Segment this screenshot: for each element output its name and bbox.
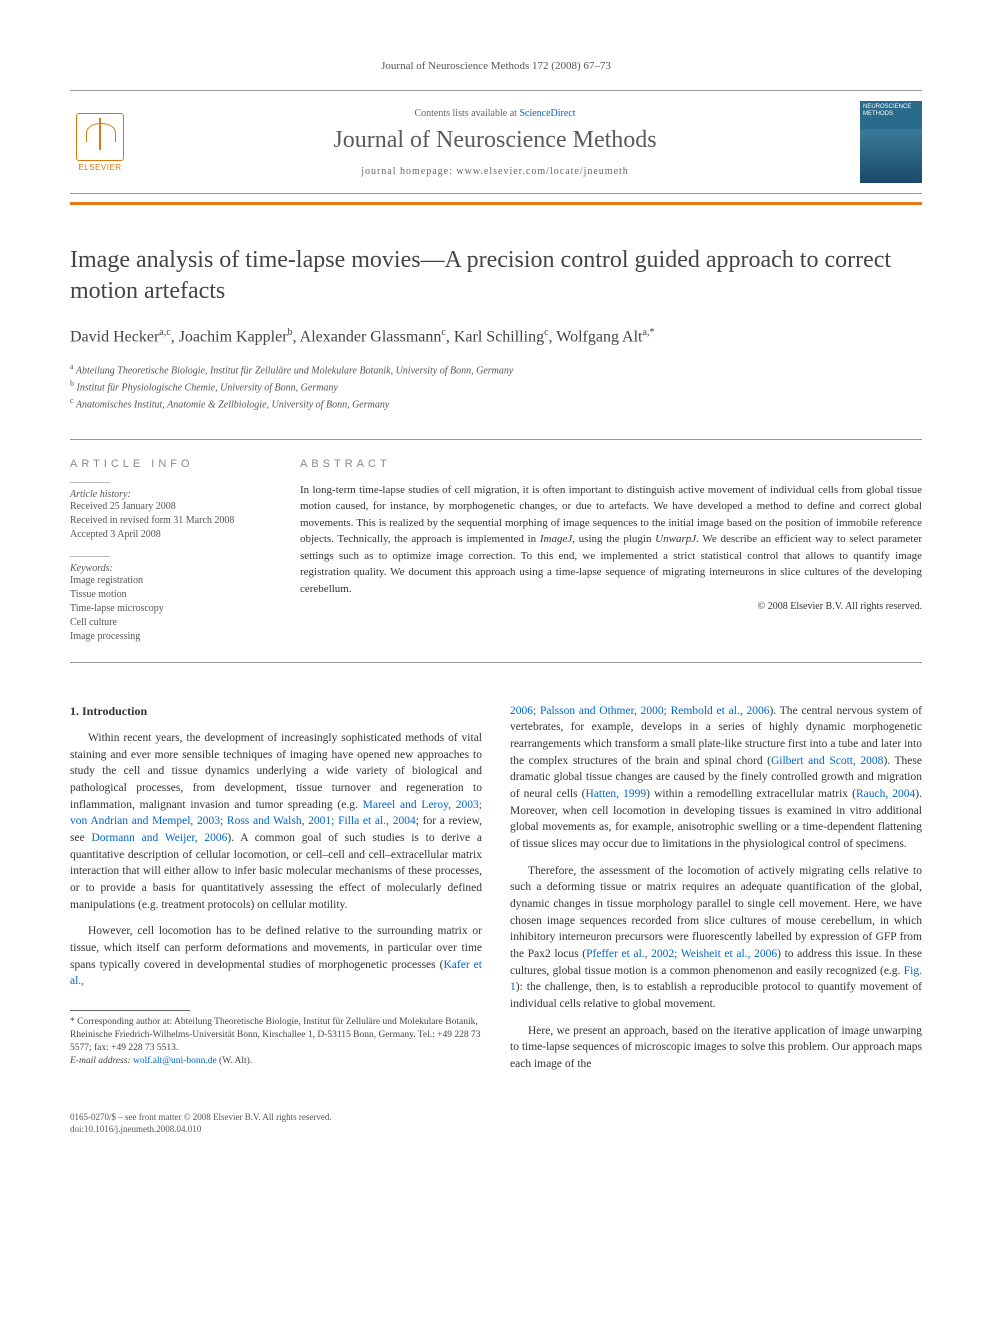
keywords-label: Keywords: — [70, 563, 270, 574]
keyword-item: Tissue motion — [70, 588, 270, 602]
citation-link[interactable]: Pfeffer et al., 2002; Weisheit et al., 2… — [586, 948, 777, 960]
citation-link[interactable]: Hatten, 1999 — [586, 788, 647, 800]
homepage-url[interactable]: www.elsevier.com/locate/jneumeth — [456, 166, 628, 177]
abstract-head: ABSTRACT — [300, 458, 922, 470]
journal-reference-line: Journal of Neuroscience Methods 172 (200… — [70, 60, 922, 72]
homepage-prefix: journal homepage: — [361, 166, 456, 177]
journal-name: Journal of Neuroscience Methods — [130, 127, 860, 154]
citation-link[interactable]: Dormann and Weijer, 2006 — [91, 832, 227, 844]
history-accepted: Accepted 3 April 2008 — [70, 528, 270, 542]
keyword-item: Cell culture — [70, 616, 270, 630]
section-heading-intro: 1. Introduction — [70, 703, 482, 720]
abstract-copyright: © 2008 Elsevier B.V. All rights reserved… — [300, 601, 922, 612]
abstract-text: In long-term time-lapse studies of cell … — [300, 482, 922, 598]
affiliation-c: c Anatomisches Institut, Anatomie & Zell… — [70, 395, 922, 412]
journal-header: ELSEVIER Contents lists available at Sci… — [70, 90, 922, 194]
info-divider — [70, 482, 110, 483]
article-info-column: ARTICLE INFO Article history: Received 2… — [70, 458, 270, 644]
elsevier-label: ELSEVIER — [78, 163, 121, 172]
history-revised: Received in revised form 31 March 2008 — [70, 514, 270, 528]
contents-available-line: Contents lists available at ScienceDirec… — [130, 108, 860, 119]
affiliation-b: b Institut für Physiologische Chemie, Un… — [70, 378, 922, 395]
abstract-column: ABSTRACT In long-term time-lapse studies… — [300, 458, 922, 644]
orange-divider — [70, 202, 922, 205]
cover-title: NEUROSCIENCE METHODS — [863, 104, 919, 117]
body-paragraph-2a: However, cell locomotion has to be defin… — [70, 923, 482, 990]
body-text: 1. Introduction Within recent years, the… — [70, 703, 922, 1083]
citation-link[interactable]: Gilbert and Scott, 2008 — [771, 755, 883, 767]
journal-homepage: journal homepage: www.elsevier.com/locat… — [130, 166, 860, 177]
elsevier-tree-icon — [76, 113, 124, 161]
history-label: Article history: — [70, 489, 270, 500]
citation-link[interactable]: Rauch, 2004 — [856, 788, 915, 800]
email-label: E-mail address: — [70, 1056, 133, 1066]
info-abstract-row: ARTICLE INFO Article history: Received 2… — [70, 439, 922, 663]
info-divider-2 — [70, 556, 110, 557]
issn-line: 0165-0270/$ – see front matter © 2008 El… — [70, 1111, 922, 1124]
history-received: Received 25 January 2008 — [70, 500, 270, 514]
body-paragraph-2b: 2006; Palsson and Othmer, 2000; Rembold … — [510, 703, 922, 853]
affiliations-block: a Abteilung Theoretische Biologie, Insti… — [70, 361, 922, 413]
history-lines: Received 25 January 2008 Received in rev… — [70, 500, 270, 542]
authors-line: David Heckera,c, Joachim Kapplerb, Alexa… — [70, 327, 922, 346]
bottom-meta: 0165-0270/$ – see front matter © 2008 El… — [70, 1111, 922, 1136]
article-info-head: ARTICLE INFO — [70, 458, 270, 470]
header-center: Contents lists available at ScienceDirec… — [130, 108, 860, 177]
corr-label: * Corresponding author at: — [70, 1017, 174, 1027]
affiliation-a: a Abteilung Theoretische Biologie, Insti… — [70, 361, 922, 378]
body-paragraph-3: Therefore, the assessment of the locomot… — [510, 863, 922, 1013]
footnote-rule — [70, 1010, 190, 1011]
contents-prefix: Contents lists available at — [414, 108, 519, 119]
email-link[interactable]: wolf.alt@uni-bonn.de — [133, 1056, 217, 1066]
body-paragraph-1: Within recent years, the development of … — [70, 730, 482, 913]
corresponding-author-footnote: * Corresponding author at: Abteilung The… — [70, 1016, 482, 1067]
keywords-list: Image registration Tissue motion Time-la… — [70, 574, 270, 644]
keyword-item: Image registration — [70, 574, 270, 588]
email-who: (W. Alt). — [217, 1056, 253, 1066]
sciencedirect-link[interactable]: ScienceDirect — [519, 108, 575, 119]
doi-line: doi:10.1016/j.jneumeth.2008.04.010 — [70, 1123, 922, 1136]
body-paragraph-4: Here, we present an approach, based on t… — [510, 1023, 922, 1073]
article-title: Image analysis of time-lapse movies—A pr… — [70, 245, 922, 307]
journal-cover-thumbnail[interactable]: NEUROSCIENCE METHODS — [860, 101, 922, 183]
citation-link[interactable]: 2006; Palsson and Othmer, 2000; Rembold … — [510, 705, 769, 717]
keyword-item: Time-lapse microscopy — [70, 602, 270, 616]
elsevier-logo[interactable]: ELSEVIER — [70, 107, 130, 177]
keyword-item: Image processing — [70, 630, 270, 644]
